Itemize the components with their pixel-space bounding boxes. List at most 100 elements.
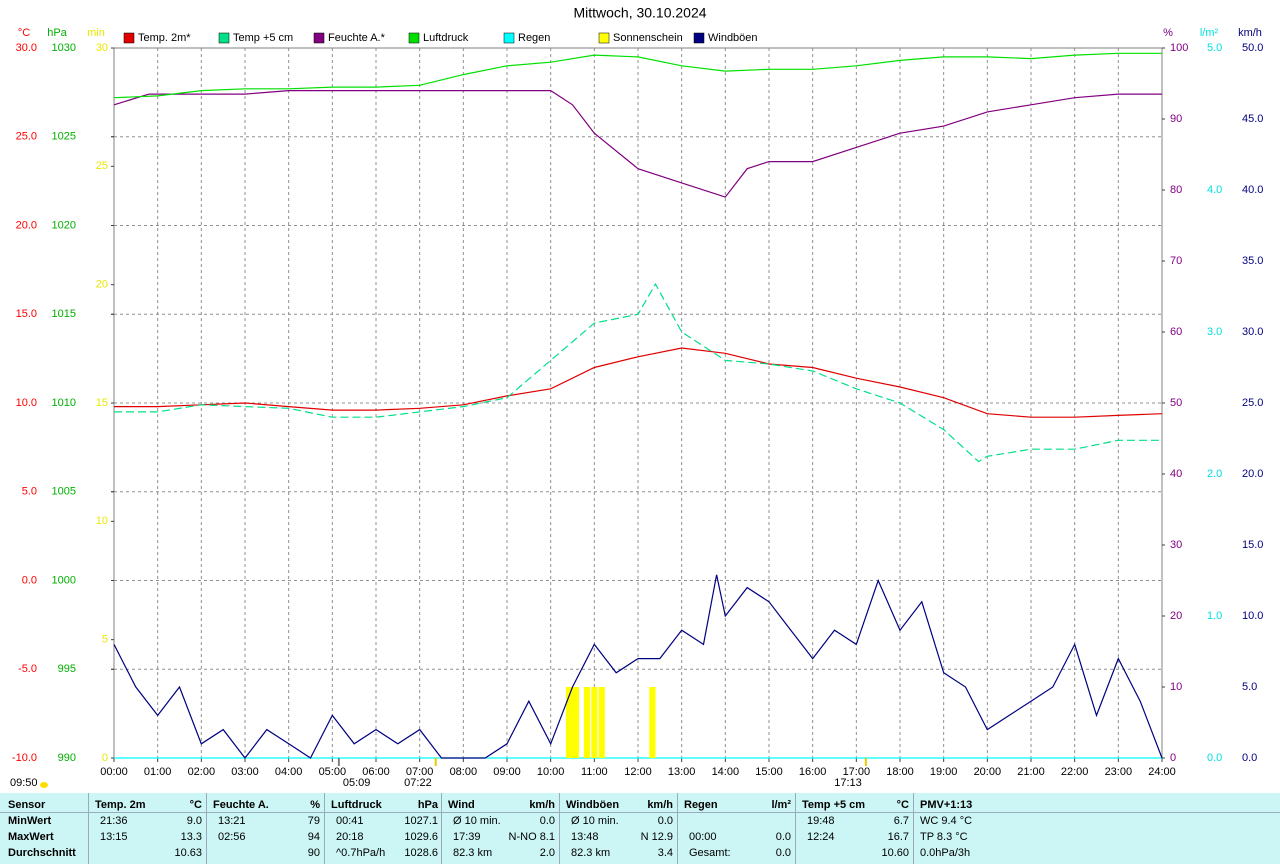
- y-tick-label: 20.0: [16, 219, 37, 231]
- x-tick-label: 08:00: [450, 766, 478, 778]
- stats-cell: Luftdruck: [331, 799, 382, 811]
- y-tick-label: 3.0: [1207, 326, 1222, 338]
- series-line: [113, 90, 1162, 198]
- stats-cell: 00:00: [689, 831, 717, 843]
- y-tick-label: 1.0: [1207, 610, 1222, 622]
- x-tick-label: 12:00: [624, 766, 652, 778]
- y-tick-label: 30.0: [1242, 326, 1263, 338]
- y-tick-label: 0: [1170, 752, 1176, 764]
- stats-cell: Wind: [448, 799, 475, 811]
- stats-cell: TP 8.3 °C: [920, 831, 968, 843]
- separator: [324, 793, 325, 864]
- y-tick-label: 70: [1170, 255, 1182, 267]
- x-tick-label: 24:00: [1148, 766, 1176, 778]
- legend-label: Temp +5 cm: [233, 32, 293, 44]
- chart-title: Mittwoch, 30.10.2024: [573, 5, 706, 21]
- y-tick-label: 10.0: [1242, 610, 1263, 622]
- stats-cell: ^0.7hPa/h: [336, 847, 386, 859]
- day-length: 09:50: [10, 777, 38, 789]
- separator: [795, 793, 796, 864]
- y-tick-label: 15: [96, 397, 108, 409]
- stats-cell: km/h: [529, 799, 555, 811]
- y-tick-label: 1030: [52, 42, 76, 54]
- y-tick-label: 1020: [52, 219, 76, 231]
- event-label: 17:13: [834, 777, 862, 789]
- y-tick-label: 0: [102, 752, 108, 764]
- stats-cell: 0.0: [539, 815, 555, 827]
- x-tick-label: 05:00: [319, 766, 347, 778]
- legend-swatch: [598, 32, 610, 44]
- y-tick-label: 100: [1170, 42, 1188, 54]
- y-tick-label: 15.0: [16, 308, 37, 320]
- axis-title: km/h: [1238, 27, 1262, 39]
- stats-cell: Durchschnitt: [8, 847, 76, 859]
- series-line: [114, 282, 1162, 463]
- legend-swatch: [123, 32, 135, 44]
- legend-label: Regen: [518, 32, 550, 44]
- y-tick-label: 0.0: [22, 574, 37, 586]
- legend-swatch: [313, 32, 325, 44]
- separator: [559, 793, 560, 864]
- stats-cell: 0.0: [657, 815, 673, 827]
- y-tick-label: 20.0: [1242, 468, 1263, 480]
- y-tick-label: 10.0: [16, 397, 37, 409]
- stats-cell: 17:39: [453, 831, 481, 843]
- legend-swatch: [693, 32, 705, 44]
- x-tick-label: 00:00: [100, 766, 128, 778]
- stats-cell: 12:24: [807, 831, 835, 843]
- stats-cell: Temp +5 cm: [802, 799, 866, 811]
- x-tick-label: 20:00: [974, 766, 1002, 778]
- sunshine-bar: [591, 687, 598, 758]
- separator: [206, 793, 207, 864]
- series-line: [113, 574, 1163, 759]
- x-tick-label: 02:00: [188, 766, 216, 778]
- y-tick-label: 990: [58, 752, 76, 764]
- y-tick-label: 30.0: [16, 42, 37, 54]
- y-tick-label: 40: [1170, 468, 1182, 480]
- stats-cell: 13:21: [218, 815, 246, 827]
- y-tick-label: 15.0: [1242, 539, 1263, 551]
- stats-cell: Ø 10 min.: [453, 815, 501, 827]
- stats-cell: 0.0: [775, 831, 791, 843]
- y-tick-label: 5.0: [1207, 42, 1222, 54]
- stats-cell: 10.60: [881, 847, 909, 859]
- stats-cell: 13:48: [571, 831, 599, 843]
- x-tick-label: 01:00: [144, 766, 172, 778]
- stats-cell: Regen: [684, 799, 718, 811]
- sun-icon: [40, 782, 48, 788]
- y-tick-label: 0.0: [1207, 752, 1222, 764]
- x-tick-label: 22:00: [1061, 766, 1089, 778]
- stats-cell: °C: [896, 799, 909, 811]
- event-label: 05:09: [343, 777, 371, 789]
- y-tick-label: 90: [1170, 113, 1182, 125]
- stats-cell: 94: [307, 831, 320, 843]
- x-tick-label: 11:00: [581, 766, 608, 778]
- stats-cell: Gesamt:: [689, 847, 731, 859]
- axis-title: °C: [18, 27, 30, 39]
- stats-cell: Sensor: [8, 799, 46, 811]
- y-tick-label: 30: [1170, 539, 1182, 551]
- series-line: [114, 347, 1163, 418]
- y-tick-label: 1025: [52, 131, 76, 143]
- stats-cell: 00:41: [336, 815, 364, 827]
- event-label: 07:22: [404, 777, 432, 789]
- y-tick-label: 50: [1170, 397, 1182, 409]
- y-tick-label: 2.0: [1207, 468, 1222, 480]
- separator: [913, 793, 914, 864]
- y-tick-label: 1000: [52, 574, 76, 586]
- x-tick-label: 07:00: [406, 766, 434, 778]
- y-tick-label: 5: [102, 634, 108, 646]
- stats-cell: %: [310, 799, 320, 811]
- sunshine-bar: [598, 687, 605, 758]
- legend-label: Feuchte A.*: [328, 32, 386, 44]
- stats-cell: 9.0: [186, 815, 202, 827]
- stats-cell: PMV+1:13: [920, 799, 973, 811]
- axis-title: %: [1163, 27, 1173, 39]
- stats-cell: 21:36: [100, 815, 128, 827]
- x-tick-label: 10:00: [537, 766, 565, 778]
- y-tick-label: 20: [96, 279, 108, 291]
- stats-cell: 1028.6: [404, 847, 438, 859]
- legend-swatch: [218, 32, 230, 44]
- y-tick-label: 4.0: [1207, 184, 1222, 196]
- chart: Mittwoch, 30.10.2024 00:00 01:00 02:00 03:0…: [10, 5, 1263, 789]
